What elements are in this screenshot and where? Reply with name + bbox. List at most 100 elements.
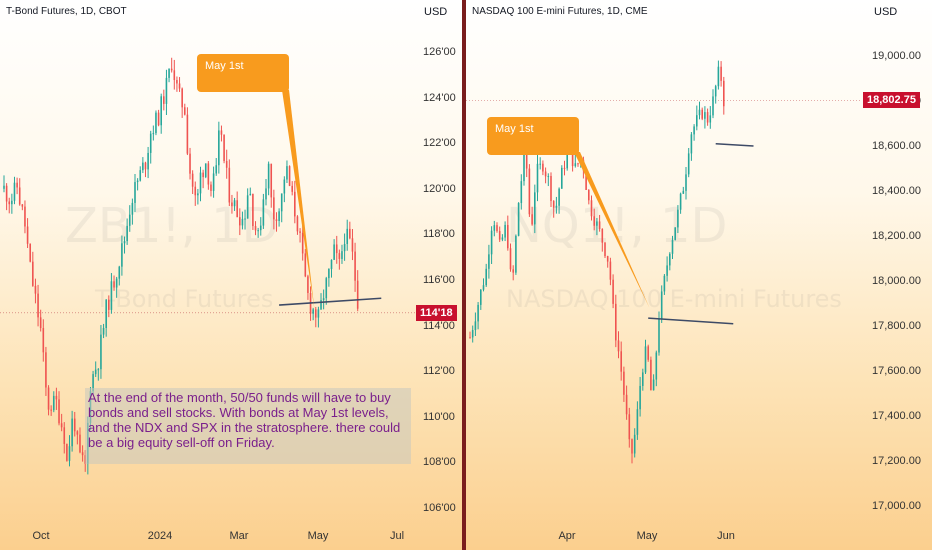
candle [275,219,278,221]
candle [534,192,536,225]
candle [312,309,314,314]
candle [52,395,55,411]
candle [68,446,71,461]
candle [181,88,183,108]
candle [356,280,359,309]
candle [163,96,165,104]
candle [165,77,168,104]
nasdaq-plot [466,60,860,464]
y-tick-label: 18,000.00 [872,275,921,287]
candle [128,214,131,226]
candle [157,112,160,126]
candle [490,230,493,255]
candle [338,253,341,259]
candle [509,248,512,270]
candle [223,134,225,162]
candle [299,231,301,233]
y-tick-label: 116'00 [423,274,455,286]
y-tick-label: 122'00 [423,137,456,150]
candle [663,275,666,292]
pane-divider[interactable] [462,0,466,550]
candle [123,241,126,244]
nasdaq-pane[interactable]: NQ1!, 1D NASDAQ 100 E-mini Futures NASDA… [466,0,932,550]
candle [561,167,563,189]
candle [257,230,259,232]
candle [152,133,155,135]
candle [325,278,328,299]
candle [536,163,539,193]
candle [520,181,523,204]
candle [709,115,712,123]
annotation-note[interactable]: At the end of the month, 50/50 funds wil… [85,388,411,464]
y-tick-label: 120'00 [423,182,456,195]
candle [552,201,555,208]
watermark-name: NASDAQ 100 E-mini Futures [506,285,842,313]
last-price-tag: 18,802.75 [863,92,920,109]
candle [183,107,186,115]
candle [76,431,79,435]
candle [706,112,709,123]
candle [71,418,73,447]
candle [186,114,189,154]
callout-may-1st[interactable]: May 1st [487,117,579,155]
candle [515,235,517,273]
candle [102,327,105,335]
candle [236,200,238,218]
currency-label: USD [424,6,448,18]
candle [254,226,257,231]
candle [669,253,671,266]
candle [204,163,207,178]
candle [144,162,147,170]
candle [273,197,275,220]
candle [666,265,668,276]
candle [322,298,325,301]
candle [301,232,304,254]
candle [220,130,223,135]
support-line [648,317,734,325]
candle [512,269,514,273]
candle [63,427,66,444]
candle [547,176,550,178]
callout-may-1st[interactable]: May 1st [197,54,289,92]
candle [168,68,170,78]
candle [550,176,552,202]
candle [631,439,633,454]
candle [18,187,21,205]
candle [131,202,134,215]
candle [160,96,162,126]
candle [296,216,299,232]
candle [92,374,94,392]
candle [723,80,725,107]
candle [593,216,595,226]
candle [5,185,8,202]
candle [469,337,471,339]
candle [42,328,45,353]
candle [328,268,330,279]
candle [346,228,349,244]
candle [704,112,706,119]
candle [320,300,322,310]
candle [278,211,280,221]
x-tick-label: Apr [558,530,576,542]
candle [191,173,194,187]
watermark-name: T-Bond Futures [95,285,274,313]
candle [528,168,531,215]
watermark-symbol: ZB1!, 1D [65,198,279,254]
tbond-pane[interactable]: ZB1!, 1D T-Bond Futures T-Bond Futures, … [0,0,462,550]
watermark-symbol: NQ1!, 1D [506,198,728,254]
candle [693,126,695,135]
candle [701,109,703,119]
candle [504,224,506,238]
candle [330,259,333,269]
y-tick-label: 114'00 [423,319,455,332]
candle [286,166,288,180]
candle [596,221,598,226]
candle [542,163,544,172]
candle [682,190,685,194]
candle [47,387,50,410]
candle [225,161,228,168]
candle [685,174,687,191]
chart-title: NASDAQ 100 E-mini Futures, 1D, CME [472,6,648,17]
candle [134,182,136,203]
